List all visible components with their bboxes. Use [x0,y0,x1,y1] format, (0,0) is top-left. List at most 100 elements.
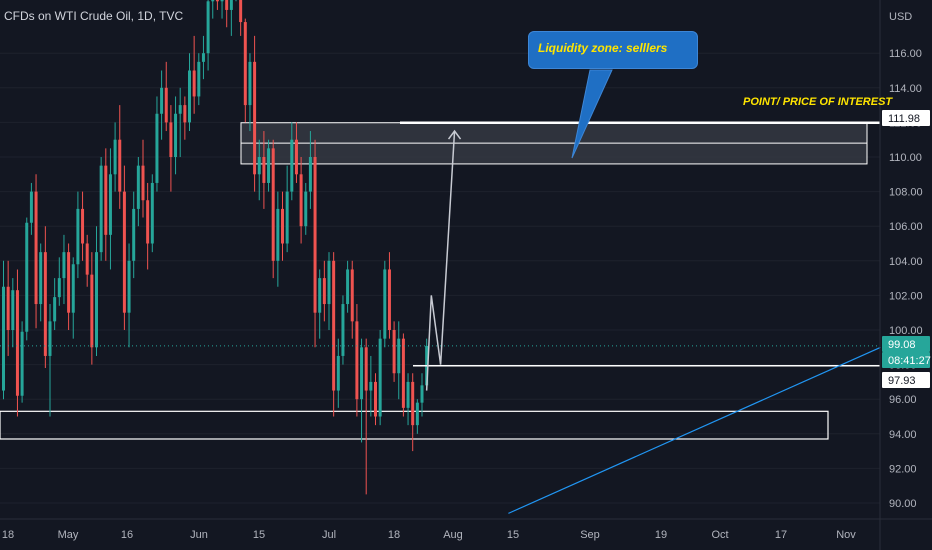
time-tick-label: 18 [2,529,14,541]
time-axis[interactable]: 18 May 16 Jun 15 Jul 18 Aug 15 Sep 19 Oct 17 Nov [2,529,856,541]
candle-body [132,208,136,261]
candle [290,122,294,201]
candle [313,139,317,348]
candle [48,304,52,417]
time-tick-label: Jul [322,529,336,541]
candle [81,191,85,261]
candle-body [220,0,224,2]
price-axis[interactable]: USD90.0092.0094.0096.0098.00100.00102.00… [889,11,923,510]
candle [150,174,154,253]
candle-body [20,331,24,396]
price-tick-label: 116.00 [889,48,922,60]
candle-body [15,290,19,396]
candle-body [267,148,271,183]
candle [420,373,424,417]
candle-body [160,87,164,114]
candle-body [146,200,150,244]
candle-body [262,157,266,183]
candle-body [127,260,131,313]
candle [267,139,271,192]
price-tick-label: 114.00 [889,83,922,95]
candle-body [415,402,419,426]
candle [350,260,354,339]
time-tick-label: 15 [253,529,265,541]
candle-body [62,252,66,279]
candle-body [122,191,126,313]
candle [132,191,136,279]
candle-body [322,278,326,305]
candle [206,0,210,71]
candle-body [229,0,233,10]
price-tick-label: 104.00 [889,256,923,268]
candle [346,260,350,313]
candle [360,338,364,443]
candle-body [243,22,247,106]
candle [364,338,368,495]
candle-body [257,157,261,175]
price-tick-label: 94.00 [889,429,917,441]
candle [85,234,89,287]
candle-body [285,191,289,244]
candle-body [369,381,373,391]
symbol-title[interactable]: CFDs on WTI Crude Oil, 1D, TVC [4,9,184,23]
price-tick-label: 106.00 [889,221,923,233]
price-badge-bg [882,352,930,368]
candle [392,321,396,382]
candle-body [155,113,159,183]
candle [104,148,108,261]
candle-body [211,0,215,2]
candle [327,252,331,330]
drawings-layer [0,69,881,514]
candle-body [239,0,243,23]
candle-body [336,355,340,391]
candle-body [29,191,33,223]
candle-body [174,113,178,157]
candle-body [304,191,308,227]
candle [411,373,415,452]
price-tick-label: 96.00 [889,394,917,406]
price-badge-bg [882,110,930,126]
price-badge-bg [882,372,930,388]
candle [406,373,410,426]
candle-body [150,182,154,244]
candle [15,269,19,417]
price-badge: 99.08 [882,336,930,352]
candle-body [39,252,43,305]
candle [415,399,419,434]
candle [99,157,103,261]
candle-body [401,338,405,408]
candle [188,53,191,132]
time-tick-label: Nov [836,529,856,541]
candle [146,182,150,270]
candle [397,321,401,400]
candle [76,191,80,279]
candle [201,35,205,80]
candle [113,122,117,192]
candle [341,295,345,365]
candle-body [90,274,94,348]
candle [141,139,145,218]
candle [178,87,182,157]
candle [20,321,24,403]
candle-body [281,208,284,244]
candle-body [299,174,303,227]
candle [43,226,47,369]
candle-body [113,139,117,175]
projection-arrowhead [447,129,462,140]
candle [257,139,261,201]
candle [25,217,29,341]
candle [308,131,312,209]
candle-body [188,70,191,123]
candle-body [406,381,410,408]
candle [95,226,98,356]
candle [62,234,66,305]
candle-body [374,381,377,417]
candle [239,0,243,36]
candle-body [248,61,252,106]
price-badge-text: 08:41:27 [888,355,931,367]
liquidity-callout[interactable]: Liquidity zone: selllers [528,31,698,69]
candle [332,252,336,417]
price-badge: 97.93 [882,372,930,388]
